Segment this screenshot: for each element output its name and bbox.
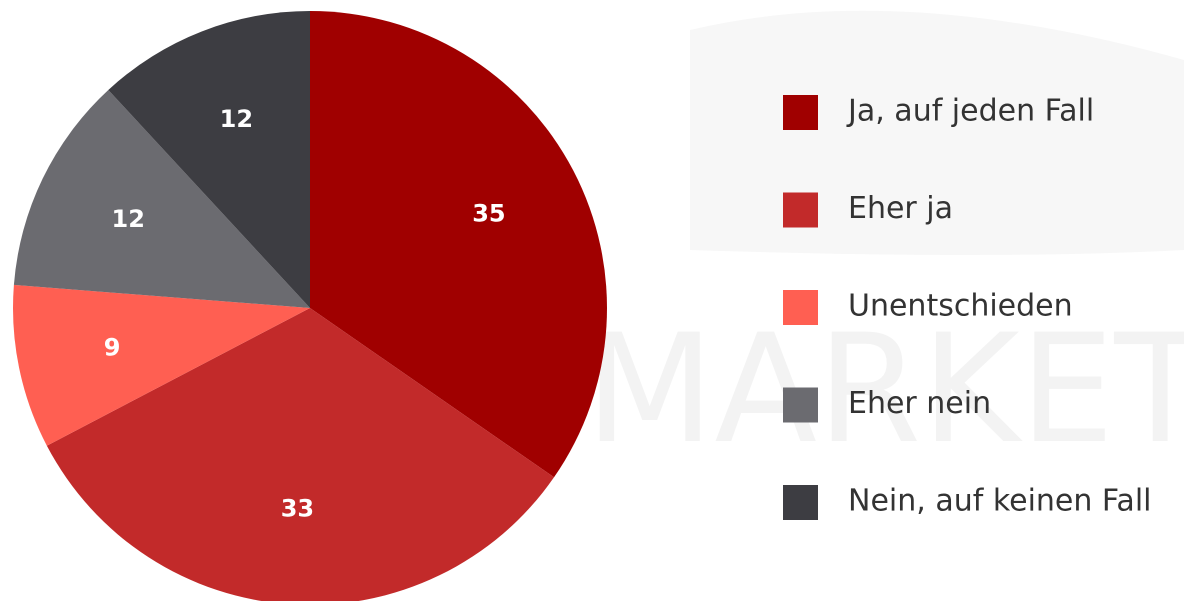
pie-slice — [12, 284, 310, 446]
data-label: 12 — [220, 105, 253, 133]
watermark: MARKET — [585, 303, 1184, 477]
data-label: 35 — [472, 199, 505, 227]
legend-swatch — [783, 387, 818, 423]
data-label: 9 — [104, 334, 121, 362]
data-label: 33 — [281, 495, 314, 523]
legend-label: Nein, auf keinen Fall — [848, 484, 1152, 519]
pie-slice — [108, 11, 310, 308]
legend-label: Eher ja — [848, 191, 953, 226]
pie-slice — [46, 308, 555, 601]
legend-swatch — [783, 290, 818, 325]
data-label: 12 — [112, 205, 145, 233]
pie-slice — [310, 11, 607, 478]
pie-slice — [13, 89, 310, 308]
legend-label: Ja, auf jeden Fall — [846, 94, 1094, 129]
legend-swatch — [783, 95, 818, 130]
legend-label: Eher nein — [848, 386, 991, 421]
legend-label: Unentschieden — [848, 289, 1073, 324]
legend-swatch — [783, 192, 818, 228]
legend-swatch — [783, 485, 818, 520]
